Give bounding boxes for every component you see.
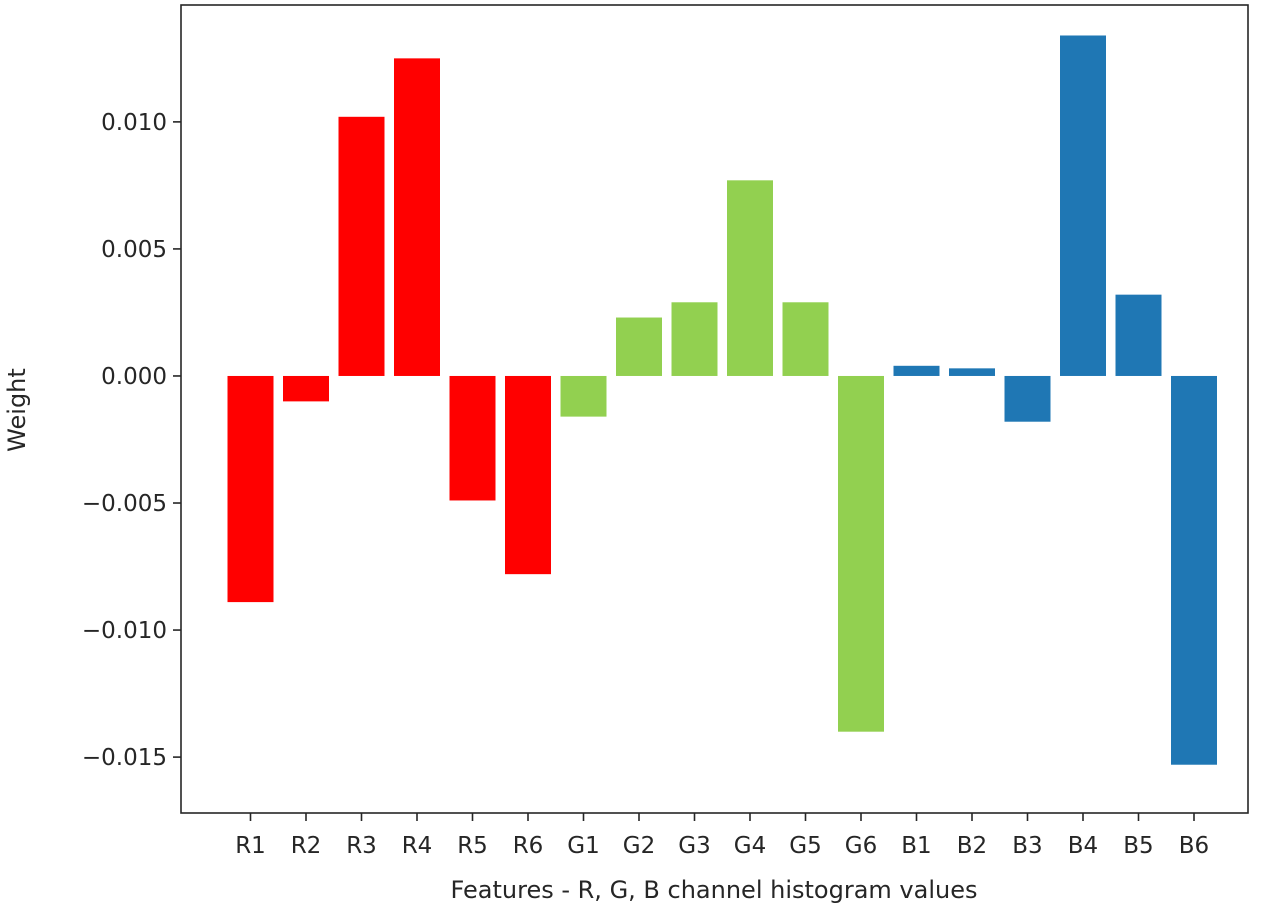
bar-b3 xyxy=(1004,375,1051,422)
bar-r5 xyxy=(449,375,496,501)
bar-r2 xyxy=(283,375,329,402)
x-tick-label-r4: R4 xyxy=(402,833,433,859)
x-tick-label-r5: R5 xyxy=(457,833,488,859)
bar-r4 xyxy=(394,58,440,376)
y-axis-label: Weight xyxy=(3,368,31,452)
plot-area-frame xyxy=(180,4,1249,814)
x-tick-label-g4: G4 xyxy=(734,833,766,859)
bar-b6 xyxy=(1171,375,1217,765)
x-tick-label-r1: R1 xyxy=(235,833,266,859)
y-tick-label: 0.000 xyxy=(101,364,167,390)
y-tick-label: 0.010 xyxy=(101,110,167,136)
x-tick-label-g3: G3 xyxy=(678,833,710,859)
y-tick-label: −0.005 xyxy=(82,491,167,517)
x-tick-label-b3: B3 xyxy=(1012,833,1042,859)
x-axis-ticks: R1 R2 R3 R4 R5 R6 G1 G2 G3 G4 G5 G6 B1 B2 B3 B4 B5 B6 xyxy=(235,813,1209,859)
x-tick-label-b2: B2 xyxy=(957,833,987,859)
bar-r1 xyxy=(227,375,274,603)
x-tick-label-g6: G6 xyxy=(845,833,877,859)
y-tick-label: −0.010 xyxy=(82,618,167,644)
bar-g2 xyxy=(616,317,662,376)
bars-group xyxy=(227,35,1217,765)
x-axis-label: Features - R, G, B channel histogram val… xyxy=(451,876,978,904)
bar-g5 xyxy=(782,302,829,376)
x-tick-label-r2: R2 xyxy=(291,833,322,859)
y-axis-ticks: 0.010 0.005 0.000 −0.005 −0.010 −0.015 xyxy=(82,110,181,771)
x-tick-label-r6: R6 xyxy=(513,833,544,859)
y-tick-label: −0.015 xyxy=(82,745,167,771)
y-tick-label: 0.005 xyxy=(101,237,167,263)
bar-g6 xyxy=(838,375,884,732)
bar-b5 xyxy=(1115,294,1162,376)
bar-g1 xyxy=(560,375,607,417)
x-tick-label-b4: B4 xyxy=(1068,833,1098,859)
bar-g3 xyxy=(671,302,718,376)
bar-g4 xyxy=(727,180,773,376)
x-tick-label-r3: R3 xyxy=(346,833,377,859)
x-tick-label-g1: G1 xyxy=(567,833,599,859)
x-tick-label-b1: B1 xyxy=(901,833,931,859)
bar-b1 xyxy=(893,365,940,376)
bar-r6 xyxy=(505,375,551,575)
x-tick-label-g2: G2 xyxy=(623,833,655,859)
x-tick-label-b5: B5 xyxy=(1123,833,1153,859)
bar-r3 xyxy=(338,116,385,376)
bar-b2 xyxy=(949,368,995,376)
x-tick-label-g5: G5 xyxy=(789,833,821,859)
x-tick-label-b6: B6 xyxy=(1179,833,1209,859)
bar-b4 xyxy=(1060,35,1106,376)
